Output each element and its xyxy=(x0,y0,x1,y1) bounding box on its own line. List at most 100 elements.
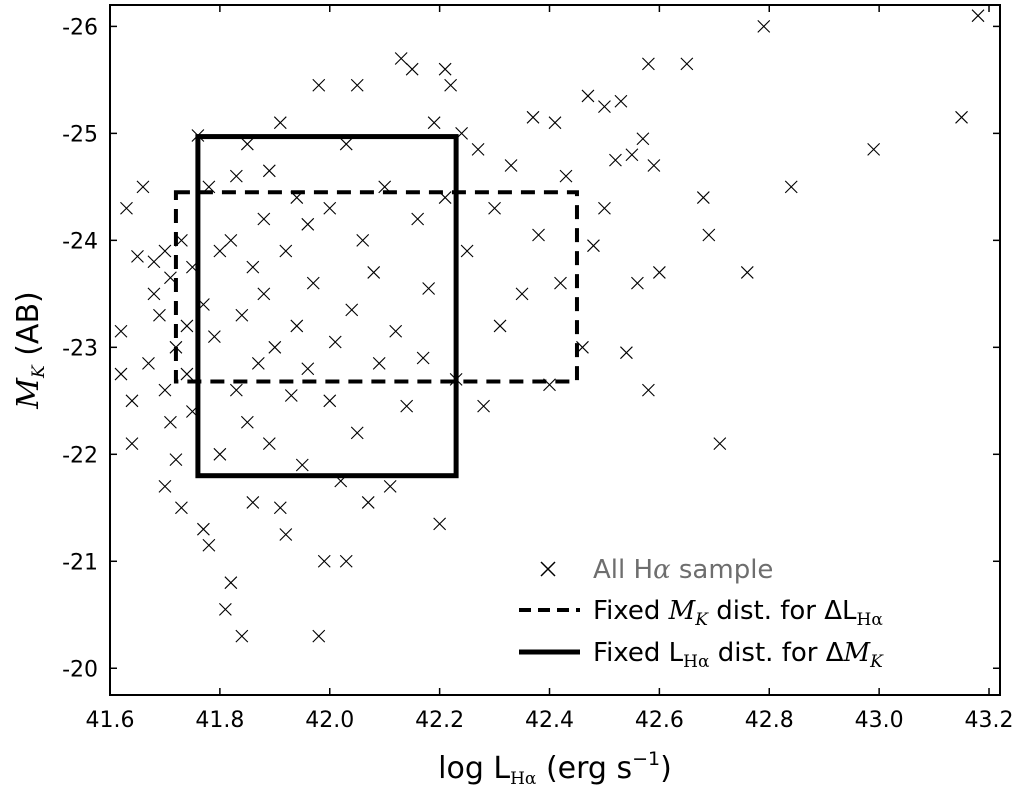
data-point xyxy=(460,244,474,258)
data-point xyxy=(647,159,661,172)
legend-x-marker-icon xyxy=(540,561,556,577)
data-point xyxy=(367,266,381,279)
data-point xyxy=(142,356,155,370)
data-point xyxy=(312,629,326,643)
data-point xyxy=(642,57,655,71)
data-point xyxy=(295,458,309,472)
data-point xyxy=(290,319,304,333)
data-point xyxy=(625,148,639,162)
y-tick-label: -22 xyxy=(62,443,98,468)
data-point xyxy=(493,319,507,333)
data-point xyxy=(279,528,293,541)
data-point xyxy=(515,287,529,301)
data-point xyxy=(631,276,644,290)
data-point xyxy=(696,191,710,204)
data-point xyxy=(323,201,337,215)
data-point xyxy=(394,52,408,65)
data-point xyxy=(548,116,562,130)
data-point xyxy=(202,538,216,552)
data-point xyxy=(339,554,353,568)
data-point xyxy=(784,180,798,194)
data-point xyxy=(488,201,501,215)
x-tick-label: 42.0 xyxy=(305,708,354,733)
data-point xyxy=(620,346,633,360)
region-fixed-mk xyxy=(173,190,579,384)
data-point xyxy=(636,132,650,146)
data-point xyxy=(532,228,545,242)
data-point xyxy=(180,367,194,381)
data-point xyxy=(131,250,144,263)
data-point xyxy=(405,62,419,76)
data-point xyxy=(158,480,172,493)
data-point xyxy=(422,282,436,295)
data-point xyxy=(757,20,771,33)
legend-entry-fixed-mk: Fixed MK dist. for ΔLHα xyxy=(593,596,883,630)
data-point xyxy=(262,437,276,450)
data-point xyxy=(125,394,139,408)
data-point xyxy=(559,169,573,183)
data-point xyxy=(301,362,315,376)
data-point xyxy=(197,522,210,536)
data-point xyxy=(262,164,276,178)
data-point xyxy=(317,554,331,568)
data-point xyxy=(702,228,716,242)
data-point xyxy=(251,356,265,370)
y-tick-label: -21 xyxy=(62,550,98,575)
x-tick-label: 42.4 xyxy=(525,708,574,733)
x-tick-label: 42.2 xyxy=(415,708,464,733)
data-point xyxy=(125,437,139,450)
data-point xyxy=(114,367,128,381)
data-point xyxy=(213,244,227,258)
y-tick-label: -26 xyxy=(62,15,98,40)
data-point xyxy=(306,276,320,290)
plot-marks xyxy=(114,9,985,643)
data-point xyxy=(598,201,611,215)
x-tick-label: 43.0 xyxy=(855,708,904,733)
y-axis-label: MK (AB) xyxy=(11,291,49,409)
data-point xyxy=(411,212,425,226)
data-point xyxy=(444,78,458,92)
data-point xyxy=(207,330,221,344)
data-point xyxy=(680,57,694,71)
data-point xyxy=(158,383,172,397)
data-point xyxy=(971,9,985,23)
data-point xyxy=(477,399,490,413)
data-point xyxy=(361,496,375,509)
data-point xyxy=(433,517,447,531)
data-point xyxy=(350,78,364,92)
data-point xyxy=(598,100,611,114)
data-point xyxy=(180,319,194,333)
data-point xyxy=(273,501,287,515)
data-point xyxy=(312,78,326,92)
y-axis: -20 -21 -22 -23 -24 -25 -26 xyxy=(62,15,1000,682)
data-point xyxy=(257,287,271,301)
legend-entry-sample: All Hα sample xyxy=(593,555,773,585)
data-point xyxy=(609,153,622,167)
data-point xyxy=(955,110,968,124)
data-point xyxy=(554,276,567,290)
data-point xyxy=(175,501,188,515)
data-point xyxy=(240,415,254,429)
data-point xyxy=(257,212,271,226)
legend-entry-fixed-lha: Fixed LHα dist. for ΔMK xyxy=(593,638,884,672)
x-tick-label: 42.6 xyxy=(635,708,684,733)
data-point xyxy=(867,143,881,156)
data-point xyxy=(400,399,414,413)
data-point xyxy=(224,233,238,247)
data-point xyxy=(471,143,485,156)
data-point xyxy=(416,351,430,365)
data-point xyxy=(284,389,298,402)
data-point xyxy=(240,137,254,151)
data-point xyxy=(504,159,518,172)
data-point xyxy=(389,324,403,338)
data-point xyxy=(224,576,238,590)
data-point xyxy=(246,260,260,274)
x-tick-label: 43.2 xyxy=(965,708,1014,733)
data-point xyxy=(740,266,754,279)
plot-frame xyxy=(109,4,1001,696)
data-point xyxy=(279,244,293,258)
y-tick-label: -20 xyxy=(62,657,98,682)
data-point xyxy=(169,453,183,467)
data-point xyxy=(229,169,243,183)
data-point xyxy=(301,217,315,231)
